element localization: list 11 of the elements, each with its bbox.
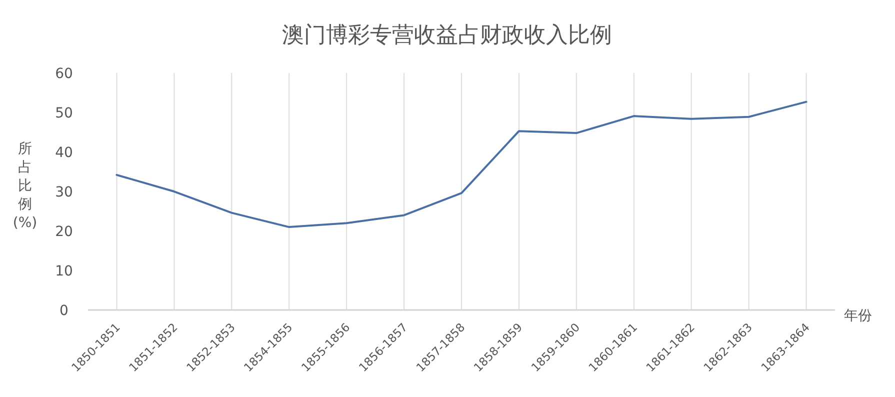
x-axis-title: 年份	[844, 308, 872, 324]
y-axis-title: 所占比例(%)	[12, 141, 38, 231]
y-tick-label: 50	[55, 106, 73, 122]
y-tick-label: 0	[60, 303, 68, 319]
y-tick-label: 20	[55, 224, 73, 240]
y-tick-label: 30	[55, 184, 73, 200]
chart-title: 澳门博彩专营收益占财政收入比例	[282, 23, 612, 48]
y-tick-label: 10	[55, 264, 73, 280]
line-series	[116, 100, 808, 228]
y-tick-label: 40	[55, 145, 73, 161]
y-tick-label: 60	[55, 66, 73, 82]
